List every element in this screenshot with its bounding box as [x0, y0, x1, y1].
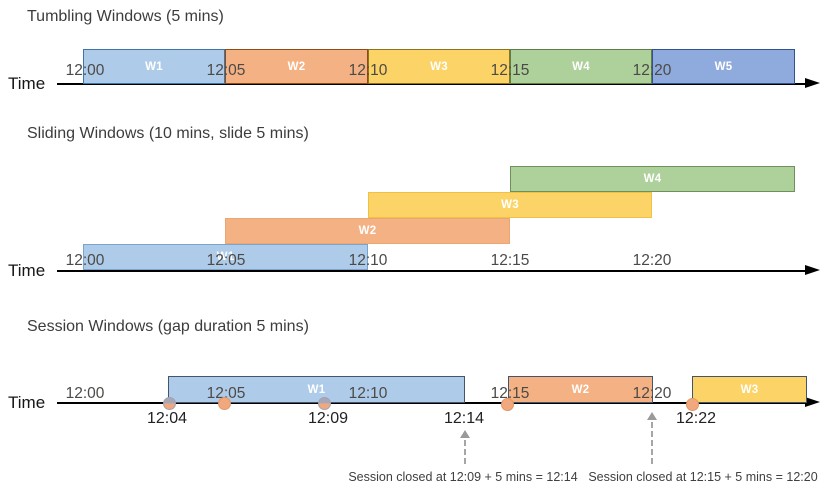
window-label: W2	[571, 383, 590, 396]
sliding-window-w2: W2	[225, 218, 510, 244]
session-tick-1200: 12:00	[65, 385, 105, 402]
sliding-tick-1205: 12:05	[206, 252, 246, 269]
tumbling-window-w1: W1	[83, 49, 225, 84]
session-axis-arrow-icon	[805, 397, 820, 407]
event-dot-1204	[163, 397, 176, 410]
session-close-annotation-1: Session closed at 12:09 + 5 mins = 12:14	[348, 470, 578, 484]
sliding-tick-1210: 12:10	[348, 252, 388, 269]
session-tick-1210: 12:10	[348, 385, 388, 402]
event-dot-1215	[501, 398, 514, 411]
session-tick-1205: 12:05	[206, 385, 246, 402]
dashed-up-arrow-icon	[647, 412, 657, 420]
session-window-w3: W3	[692, 376, 807, 403]
sliding-tick-1220: 12:20	[632, 252, 672, 269]
session-window-w2: W2	[508, 376, 653, 403]
dashed-up-arrow-icon	[460, 430, 470, 438]
session-time-axis-label: Time	[8, 393, 46, 412]
event-label-1204: 12:04	[146, 410, 188, 427]
tumbling-tick-1210: 12:10	[348, 62, 388, 79]
sliding-title: Sliding Windows (10 mins, slide 5 mins)	[27, 125, 309, 142]
tumbling-title: Tumbling Windows (5 mins)	[27, 8, 224, 25]
session-time-axis	[57, 402, 805, 404]
window-label: W3	[430, 60, 448, 73]
session-tick-1220: 12:20	[632, 385, 672, 402]
sliding-time-axis	[57, 270, 805, 272]
window-label: W5	[714, 60, 733, 73]
sliding-window-w1: W1	[83, 244, 368, 270]
event-dot-1222	[686, 398, 699, 411]
window-label: W1	[216, 251, 235, 263]
sliding-window-w3: W3	[368, 192, 652, 218]
window-label: W3	[740, 383, 759, 396]
tumbling-time-axis	[57, 83, 805, 85]
tumbling-axis-arrow-icon	[805, 78, 820, 88]
window-label: W2	[358, 225, 377, 237]
event-dot-1205	[218, 397, 231, 410]
dashed-arrow-line	[464, 440, 466, 464]
event-label-1209: 12:09	[307, 410, 349, 427]
tumbling-tick-1215: 12:15	[490, 62, 530, 79]
event-dot-1209	[318, 397, 331, 410]
dashed-arrow-line	[651, 422, 653, 464]
window-label: W1	[307, 383, 326, 396]
sliding-tick-1200: 12:00	[65, 252, 105, 269]
tumbling-time-axis-label: Time	[8, 74, 46, 93]
tumbling-tick-1205: 12:05	[206, 62, 246, 79]
sliding-time-axis-label: Time	[8, 261, 46, 280]
window-label: W3	[501, 199, 519, 211]
session-close-annotation-2: Session closed at 12:15 + 5 mins = 12:20	[588, 470, 818, 484]
tumbling-tick-1220: 12:20	[632, 62, 672, 79]
tumbling-window-w5: W5	[652, 49, 795, 84]
window-label: W4	[643, 173, 662, 185]
session-window-w1: W1	[168, 376, 465, 403]
window-label: W1	[145, 60, 163, 73]
sliding-window-w4: W4	[510, 166, 795, 192]
event-label-1222: 12:22	[675, 410, 717, 427]
sliding-axis-arrow-icon	[805, 265, 820, 275]
tumbling-window-w4: W4	[510, 49, 652, 84]
close-label-1214: 12:14	[443, 410, 485, 427]
session-title: Session Windows (gap duration 5 mins)	[27, 318, 309, 335]
tumbling-window-w2: W2	[225, 49, 368, 84]
tumbling-window-w3: W3	[368, 49, 510, 84]
window-label: W4	[572, 60, 590, 73]
sliding-tick-1215: 12:15	[490, 252, 530, 269]
window-label: W2	[287, 60, 306, 73]
session-tick-1215: 12:15	[490, 385, 530, 402]
tumbling-tick-1200: 12:00	[65, 62, 105, 79]
